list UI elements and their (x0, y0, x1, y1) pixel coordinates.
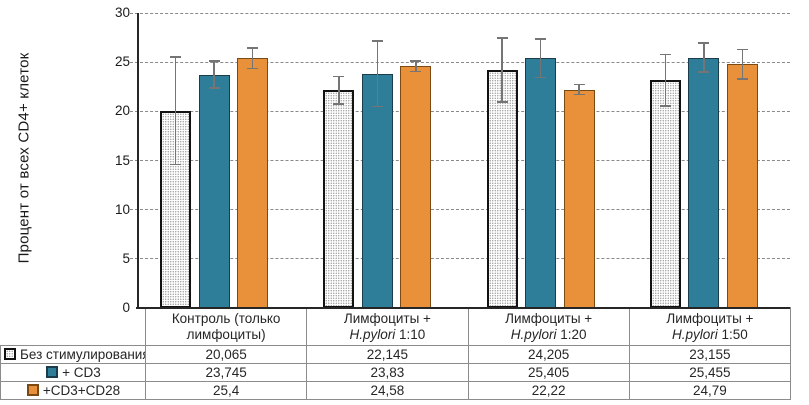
error-bar-series1-group1 (174, 56, 177, 166)
legend-label-series2: + CD3 (62, 365, 101, 380)
legend-key-icon-series1 (4, 348, 16, 360)
legend-cell-series1: Без стимулирования (0, 345, 146, 364)
bar-series2-group2 (361, 73, 393, 308)
x-axis-line (136, 307, 790, 309)
error-cap-top-series2-group3 (535, 38, 546, 40)
error-bar-series2-group3 (539, 38, 542, 79)
legend-cell-series3: +CD3+CD28 (0, 381, 146, 400)
error-bar-series3-group4 (741, 48, 743, 80)
value-cell-series2-group4: 25,455 (628, 363, 792, 382)
value-cell-series3-group1: 25,4 (144, 381, 308, 400)
bar-series3-group2 (400, 66, 432, 308)
bar-series3-group4 (726, 64, 758, 308)
table-row-series3: +CD3+CD28 25,4 24,58 22,22 24,79 (0, 381, 792, 400)
value-cell-series2-group1: 23,745 (144, 363, 308, 382)
error-cap-top-series3-group3 (573, 83, 585, 86)
bar-series3-group1 (237, 58, 268, 308)
plot-area (130, 12, 790, 308)
value-cell-series2-group3: 25,405 (467, 363, 630, 382)
category-header-1: Контроль (только лимфоциты) (144, 307, 308, 346)
error-cap-top-series2-group1 (208, 60, 220, 62)
gridline-20 (130, 110, 790, 112)
table-row-series2: + CD3 23,745 23,83 25,405 25,455 (0, 363, 792, 382)
error-cap-bottom-series1-group1 (170, 163, 181, 166)
error-cap-top-series1-group4 (659, 53, 671, 56)
error-cap-bottom-series1-group4 (659, 105, 671, 107)
error-cap-bottom-series3-group2 (410, 70, 422, 73)
value-cell-series2-group2: 23,83 (306, 363, 469, 382)
italic-species-name: H.pylori (671, 326, 718, 342)
error-cap-top-series2-group4 (698, 42, 710, 44)
error-cap-bottom-series3-group4 (736, 78, 748, 80)
error-bar-series3-group1 (251, 47, 254, 70)
error-cap-bottom-series1-group3 (496, 101, 508, 103)
category-header-4: Лимфоциты + H.pylori 1:50 (628, 307, 792, 346)
legend-key-icon-series2 (46, 366, 59, 378)
bar-series2-group1 (198, 74, 230, 308)
legend-label-series1: Без стимулирования (20, 347, 146, 362)
error-cap-bottom-series2-group1 (208, 87, 220, 89)
gridline-30 (130, 12, 790, 14)
error-cap-bottom-series2-group2 (371, 105, 383, 108)
y-tick-label-30: 30 (114, 5, 130, 20)
error-bar-series2-group4 (703, 42, 705, 73)
category-header-3: Лимфоциты + H.pylori 1:20 (467, 307, 630, 346)
y-tick-label-15: 15 (114, 152, 130, 168)
gridline-10 (130, 209, 790, 211)
y-tick-label-10: 10 (114, 201, 130, 217)
gridline-15 (130, 160, 790, 161)
value-cell-series3-group4: 24,79 (628, 381, 792, 400)
legend-label-series3: +CD3+CD28 (42, 383, 121, 398)
bar-series1-group2 (323, 90, 355, 308)
error-bar-series1-group4 (664, 53, 666, 107)
table-header-row: Контроль (только лимфоциты) Лимфоциты + H.p… (1, 307, 792, 346)
y-tick-label-5: 5 (122, 250, 130, 266)
y-tick-label-20: 20 (114, 103, 130, 119)
value-cell-series1-group4: 23,155 (628, 345, 792, 364)
value-cell-series3-group2: 24,58 (306, 381, 469, 400)
error-cap-bottom-series3-group1 (247, 67, 258, 70)
y-tick-label-0: 0 (122, 300, 130, 315)
bar-series1-group4 (649, 80, 681, 308)
table-corner-cell (1, 308, 146, 346)
error-cap-bottom-series3-group3 (573, 93, 585, 96)
italic-species-name: H.pylori (349, 326, 396, 342)
error-cap-bottom-series2-group3 (535, 76, 546, 79)
error-cap-top-series1-group2 (333, 75, 345, 78)
error-cap-top-series1-group1 (170, 56, 181, 58)
table-row-series1: Без стимулирования 20,065 22,145 24,205 23,1… (0, 345, 792, 364)
error-cap-bottom-series2-group4 (698, 71, 710, 73)
error-bar-series3-group3 (578, 83, 580, 96)
value-cell-series1-group3: 24,205 (467, 345, 630, 364)
y-tick-label-25: 25 (114, 54, 130, 70)
error-cap-top-series3-group2 (410, 60, 422, 62)
error-cap-top-series2-group2 (371, 40, 383, 42)
value-cell-series1-group1: 20,065 (144, 345, 308, 364)
gridline-5 (130, 258, 790, 260)
bar-series1-group3 (486, 69, 518, 308)
error-bar-series2-group2 (376, 40, 378, 108)
value-cell-series1-group2: 22,145 (306, 345, 469, 364)
legend-cell-series2: + CD3 (0, 363, 146, 382)
gridline-25 (130, 61, 790, 63)
legend-key-icon-series3 (26, 384, 39, 396)
bar-series2-group3 (525, 58, 556, 308)
error-cap-top-series3-group4 (736, 48, 748, 50)
error-cap-top-series3-group1 (247, 47, 258, 49)
category-header-2: Лимфоциты + H.pylori 1:10 (306, 307, 469, 346)
error-cap-bottom-series1-group2 (333, 103, 345, 105)
error-bar-series1-group3 (501, 37, 503, 103)
error-cap-top-series1-group3 (496, 37, 508, 39)
data-table: Контроль (только лимфоциты) Лимфоциты + H.p… (0, 307, 792, 400)
value-cell-series3-group3: 22,22 (467, 381, 630, 400)
error-bar-series3-group2 (415, 60, 417, 73)
bar-series3-group3 (563, 89, 595, 308)
italic-species-name: H.pylori (510, 326, 557, 342)
error-bar-series1-group2 (338, 75, 340, 105)
y-axis-title: Процент от всех CD4+ клеток (15, 52, 33, 264)
bar-series2-group4 (688, 57, 720, 308)
y-axis-line (137, 13, 139, 308)
error-bar-series2-group1 (213, 60, 215, 89)
